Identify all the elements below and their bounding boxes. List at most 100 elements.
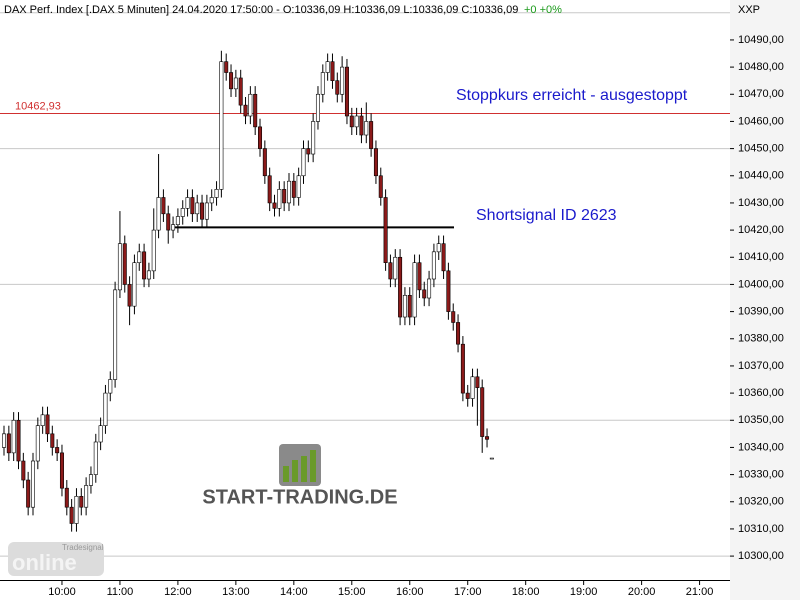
candle-body (369, 121, 374, 149)
y-tick-label: 10350,00 (738, 414, 784, 426)
x-tick-label: 19:00 (570, 586, 598, 598)
candle-body (224, 61, 229, 73)
candle-body (16, 419, 21, 462)
candle-body (40, 414, 45, 426)
candle-body (156, 197, 161, 231)
candle-body (306, 148, 311, 155)
candle-body (35, 425, 40, 462)
candle-body (117, 243, 122, 291)
candle-body (320, 72, 325, 95)
candle-body (301, 148, 306, 177)
candle-body (161, 197, 166, 215)
candle-body (190, 197, 195, 215)
x-tick-label: 13:00 (222, 586, 250, 598)
candle-body (253, 93, 258, 128)
candle-body (146, 270, 151, 280)
y-tick-label: 10440,00 (738, 170, 784, 182)
candle-body (383, 197, 388, 263)
y-tick-label: 10460,00 (738, 115, 784, 127)
candle-body (441, 243, 446, 272)
y-tick-label: 10340,00 (738, 441, 784, 453)
candle-body (98, 425, 103, 443)
candle-body (378, 175, 383, 198)
candle-body (286, 180, 291, 204)
logo-big: online (12, 550, 77, 575)
candle-body (2, 433, 7, 448)
stop-label: 10462,93 (15, 100, 61, 112)
candle-body (26, 479, 31, 508)
header-change: +0 +0% (524, 4, 562, 16)
x-tick-label: 20:00 (628, 586, 656, 598)
candle-body (6, 433, 11, 454)
candle-body (335, 80, 340, 95)
candle-body (296, 175, 301, 198)
candle-body (103, 392, 108, 426)
candle-body (311, 121, 316, 155)
price-axis-panel (730, 0, 800, 600)
y-tick-label: 10480,00 (738, 61, 784, 73)
candle-body (465, 392, 470, 399)
candle-body (262, 148, 267, 177)
header-title: DAX Perf. Index [.DAX 5 Minuten] 24.04.2… (4, 4, 518, 16)
candle-body (349, 115, 354, 128)
candle-body (200, 202, 205, 220)
candle-body (325, 61, 330, 73)
candle-body (398, 256, 403, 318)
candle-body (175, 216, 180, 225)
candle-body (243, 104, 248, 117)
logo-small: Tradesignal (62, 543, 104, 552)
y-tick-label: 10300,00 (738, 550, 784, 562)
candle-body (475, 376, 480, 388)
candle-body (233, 77, 238, 90)
candle-body (180, 208, 185, 217)
y-tick-label: 10370,00 (738, 360, 784, 372)
candle-body (74, 496, 79, 524)
candle-body (45, 414, 50, 435)
candle-body (171, 224, 176, 231)
y-tick-label: 10320,00 (738, 496, 784, 508)
x-tick-label: 14:00 (280, 586, 308, 598)
x-tick-label: 16:00 (396, 586, 424, 598)
candle-body (388, 262, 393, 280)
candle-body (407, 294, 412, 318)
candle-body (489, 457, 494, 460)
x-tick-label: 17:00 (454, 586, 482, 598)
candle-body (267, 175, 272, 204)
candle-body (451, 311, 456, 323)
y-tick-label: 10400,00 (738, 278, 784, 290)
candle-body (393, 256, 398, 280)
candle-body (21, 460, 26, 481)
candle-body (485, 436, 490, 440)
candle-body (460, 343, 465, 394)
annotation: Shortsignal ID 2623 (476, 207, 617, 224)
candle-body (340, 66, 345, 95)
candle-body (55, 447, 60, 454)
candle-body (88, 474, 93, 486)
tradesignal-logo (8, 542, 104, 576)
y-tick-label: 10420,00 (738, 224, 784, 236)
brand-logo (279, 444, 321, 486)
candle-body (282, 189, 287, 204)
y-tick-label: 10360,00 (738, 387, 784, 399)
x-tick-label: 11:00 (107, 586, 134, 598)
candle-body (108, 379, 113, 394)
candle-body (137, 251, 142, 263)
candle-body (258, 126, 263, 149)
candle-body (166, 213, 171, 231)
candle-body (344, 66, 349, 117)
candle-body (446, 270, 451, 312)
candle-body (30, 460, 35, 508)
y-tick-label: 10470,00 (738, 88, 784, 100)
x-tick-label: 15:00 (338, 586, 366, 598)
candle-body (204, 202, 209, 220)
candle-body (127, 284, 132, 307)
candle-body (69, 506, 74, 524)
candle-body (422, 289, 427, 299)
candle-body (229, 72, 234, 90)
candle-body (214, 189, 219, 198)
candle-body (436, 243, 441, 253)
y-tick-label: 10330,00 (738, 469, 784, 481)
candle-body (238, 77, 243, 106)
